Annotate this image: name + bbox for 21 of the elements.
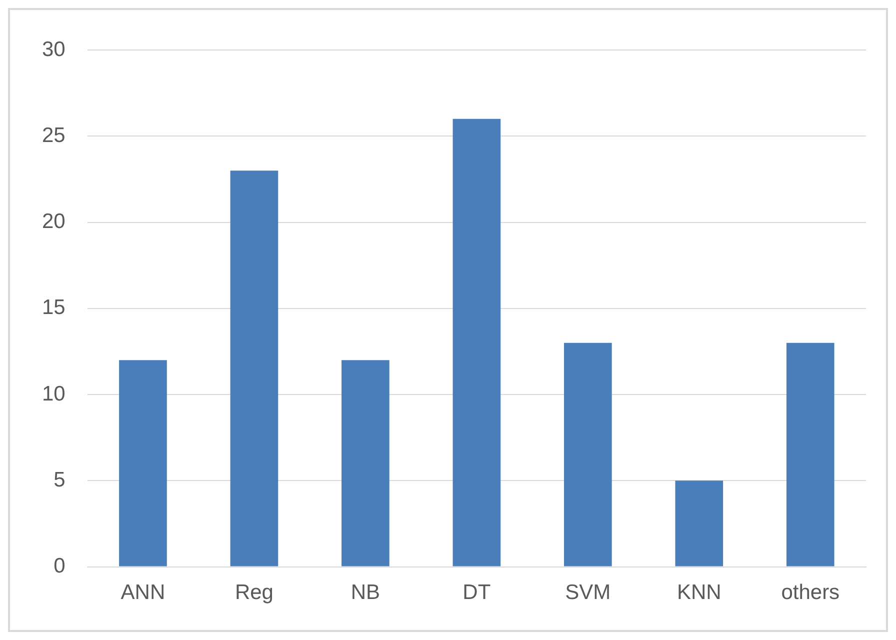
y-tick-label: 0 [54, 554, 66, 578]
y-tick-label: 5 [54, 468, 66, 492]
x-tick-label: others [781, 581, 840, 604]
bar [564, 342, 612, 566]
x-tick-label: ANN [120, 581, 166, 604]
bar [342, 360, 390, 566]
x-tick-label: KNN [676, 581, 722, 604]
y-tick-label: 20 [42, 210, 66, 234]
bar [230, 170, 278, 566]
x-tick-label: Reg [234, 581, 274, 604]
x-tick-label: SVM [565, 581, 611, 604]
y-tick-label: 25 [42, 124, 66, 147]
y-tick-label: 10 [42, 382, 66, 406]
bar [675, 480, 724, 566]
bar [786, 342, 834, 566]
y-tick-label: 30 [42, 38, 66, 61]
bar [452, 118, 501, 566]
x-tick-label: NB [350, 581, 380, 604]
x-tick-label: DT [462, 581, 491, 604]
y-tick-label: 15 [42, 296, 66, 320]
bar [119, 360, 167, 566]
